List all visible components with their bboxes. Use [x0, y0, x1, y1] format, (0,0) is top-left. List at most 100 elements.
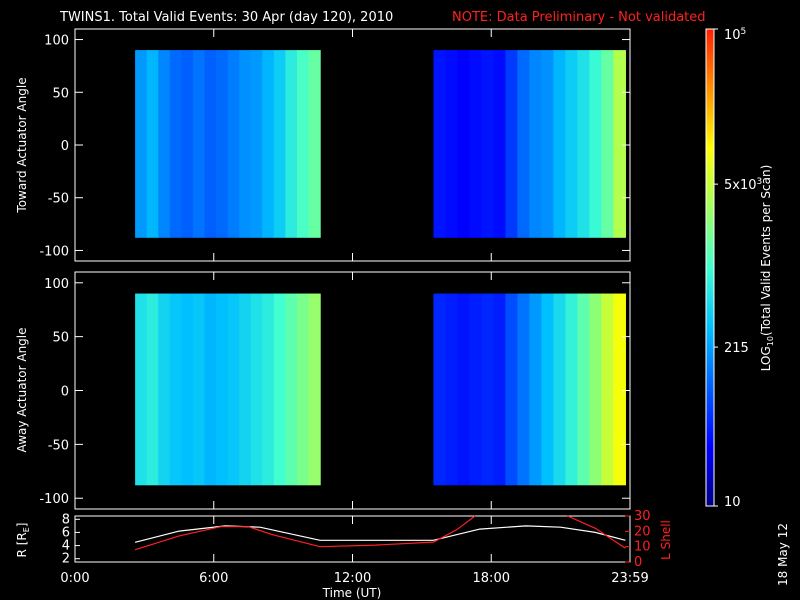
heatmap-cell — [285, 293, 298, 486]
heatmap-cell — [445, 293, 459, 486]
heatmap-cell — [169, 293, 182, 486]
heatmap-cell — [553, 293, 566, 486]
y-tick-label: 50 — [52, 86, 69, 101]
away-y-ticks: 100 50 0 -50 -100 — [39, 277, 630, 507]
heatmap-cell — [216, 293, 229, 486]
heatmap-cell — [308, 50, 321, 238]
colorbar-tick-label: 5x103 — [724, 177, 762, 193]
heatmap-cell — [601, 293, 614, 486]
heatmap-cell — [158, 50, 171, 238]
radius-tick-label: 8 — [62, 512, 70, 527]
x-tick-label: 23:59 — [611, 571, 648, 586]
heatmap-cell — [285, 50, 298, 238]
heatmap-cell — [589, 293, 602, 486]
heatmap-cell — [273, 50, 287, 238]
heatmap-cell — [469, 293, 483, 486]
heatmap-cell — [227, 293, 240, 486]
heatmap-cell — [529, 50, 543, 238]
heatmap-cell — [227, 50, 240, 238]
x-tick-label: 0:00 — [60, 571, 89, 586]
heatmap-cell — [541, 293, 554, 486]
heatmap-cell — [146, 50, 159, 238]
heatmap-cell — [529, 293, 543, 486]
heatmap-cell — [445, 50, 459, 238]
colorbar — [705, 28, 715, 507]
lshell-line — [134, 515, 476, 551]
heatmap-cell — [135, 293, 148, 486]
heatmap-cell — [169, 50, 182, 238]
heatmap-cell — [565, 50, 578, 238]
x-tick-label: 18:00 — [473, 571, 510, 586]
heatmap-cell — [204, 50, 217, 238]
heatmap-cell — [469, 50, 483, 238]
y-tick-label: -50 — [48, 192, 69, 207]
heatmap-cell — [589, 50, 602, 238]
heatmap-cell — [158, 293, 171, 486]
x-tick-label: 6:00 — [199, 571, 228, 586]
lshell-tick-label: 20 — [634, 524, 651, 539]
y-tick-label: 100 — [44, 277, 69, 292]
heatmap-cell — [457, 293, 471, 486]
heatmap-cell — [577, 293, 590, 486]
orbit-lines — [134, 515, 626, 551]
colorbar-label: LOG10(Total Valid Events per Scan) — [759, 165, 775, 372]
away-heatmap — [135, 293, 626, 486]
heatmap-cell — [297, 293, 310, 486]
heatmap-cell — [273, 293, 287, 486]
radius-tick-label: 6 — [62, 525, 70, 540]
heatmap-cell — [613, 50, 626, 238]
radius-tick-label: 4 — [62, 539, 70, 554]
heatmap-cell — [297, 50, 310, 238]
y-tick-label: -100 — [39, 492, 69, 507]
date-stamp: 18 May 12 — [776, 523, 790, 586]
data-note: NOTE: Data Preliminary - Not validated — [452, 10, 706, 25]
toward-heatmap — [135, 50, 626, 238]
heatmap-cell — [204, 293, 217, 486]
heatmap-cell — [613, 293, 626, 486]
toward-ylabel: Toward Actuator Angle — [15, 77, 29, 213]
colorbar-tick-label: 10 — [724, 495, 741, 510]
away-ylabel: Away Actuator Angle — [15, 327, 29, 452]
heatmap-cell — [216, 50, 229, 238]
x-tick-label: 12:00 — [334, 571, 371, 586]
lshell-tick-label: 0 — [634, 555, 642, 570]
heatmap-cell — [493, 50, 507, 238]
heatmap-cell — [192, 50, 206, 238]
radius-line — [134, 525, 626, 543]
heatmap-cell — [517, 293, 531, 486]
lshell-tick-label: 10 — [634, 540, 651, 555]
heatmap-cell — [457, 50, 471, 238]
lshell-label: L Shell — [659, 520, 673, 560]
heatmap-cell — [577, 50, 590, 238]
heatmap-cell — [181, 50, 194, 238]
heatmap-cell — [181, 293, 194, 486]
y-tick-label: 50 — [52, 331, 69, 346]
y-tick-label: -50 — [48, 438, 69, 453]
heatmap-cell — [601, 50, 614, 238]
radius-tick-label: 2 — [62, 552, 70, 567]
heatmap-cell — [517, 50, 531, 238]
chart-title: TWINS1. Total Valid Events: 30 Apr (day … — [59, 10, 393, 25]
y-tick-label: 0 — [61, 139, 69, 154]
colorbar-tick-label: 215 — [724, 341, 749, 356]
heatmap-cell — [433, 50, 447, 238]
heatmap-cell — [493, 293, 507, 486]
heatmap-cell — [135, 50, 148, 238]
toward-y-ticks: 100 50 0 -50 -100 — [39, 34, 630, 259]
heatmap-cell — [481, 293, 495, 486]
heatmap-cell — [505, 50, 519, 238]
heatmap-cell — [481, 50, 495, 238]
heatmap-cell — [308, 293, 321, 486]
colorbar-tick-label: 105 — [724, 27, 746, 43]
y-tick-label: 0 — [61, 385, 69, 400]
lshell-line — [567, 515, 626, 549]
y-tick-label: -100 — [39, 244, 69, 259]
heatmap-cell — [505, 293, 519, 486]
radius-label: R [RE] — [15, 523, 31, 558]
heatmap-cell — [239, 293, 252, 486]
heatmap-cell — [250, 50, 263, 238]
x-axis-label: Time (UT) — [322, 586, 382, 600]
lshell-tick-label: 30 — [634, 509, 651, 524]
heatmap-cell — [146, 293, 159, 486]
